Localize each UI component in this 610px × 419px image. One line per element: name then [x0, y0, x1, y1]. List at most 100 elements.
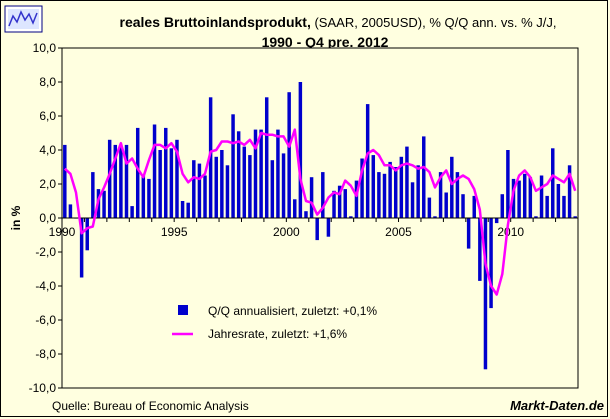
bar-qq [551, 148, 555, 218]
x-tick-label: 1995 [161, 225, 188, 239]
legend-bar-label: Q/Q annualisiert, zuletzt: +0,1% [208, 304, 377, 318]
bar-qq [281, 153, 286, 218]
bar-qq [416, 165, 420, 218]
bar-qq [349, 216, 353, 218]
bar-qq [192, 160, 196, 218]
bar-qq [264, 97, 269, 218]
bar-qq [214, 156, 218, 218]
bar-qq [180, 201, 185, 218]
bar-qq [489, 218, 493, 309]
bar-qq [309, 177, 314, 218]
bar-qq [332, 190, 336, 218]
bar-qq [528, 177, 533, 218]
bar-qq [152, 124, 157, 218]
bar-qq [63, 144, 67, 218]
bar-qq [293, 199, 297, 218]
bar-qq [377, 172, 381, 218]
bar-qq [405, 146, 409, 218]
bar-qq [433, 216, 437, 218]
chart-subtitle: 1990 - Q4 pre. 2012 [262, 34, 389, 50]
bar-qq [455, 172, 460, 218]
bar-qq [197, 163, 202, 218]
bar-qq [208, 97, 213, 218]
brand-label: Markt-Daten.de [510, 398, 604, 413]
bar-qq [85, 218, 89, 251]
bar-qq [360, 158, 364, 218]
bar-qq [444, 192, 448, 218]
bar-qq [315, 218, 319, 241]
bar-qq [343, 189, 347, 218]
bar-qq [231, 114, 235, 218]
bar-qq [236, 131, 241, 218]
x-tick-label: 2010 [497, 225, 524, 239]
bar-qq [107, 139, 112, 218]
bar-qq [466, 218, 471, 249]
bar-qq [371, 155, 376, 218]
bar-qq [304, 211, 308, 218]
y-axis: 10,0 8,0 6,0 4,0 2,0 0,0 -2,0 -4,0 -6,0 -8,0 -10,0 [29, 41, 62, 395]
bar-qq [450, 156, 454, 218]
bar-qq [422, 136, 426, 218]
bar-qq [242, 146, 247, 218]
bar-qq [203, 175, 207, 218]
bar-qq [68, 204, 73, 218]
bar-qq [365, 104, 370, 218]
bar-qq [164, 127, 168, 218]
legend-bar-swatch [178, 305, 188, 315]
bar-qq [225, 165, 230, 218]
bar-qq [79, 218, 84, 278]
bar-qq [517, 180, 521, 218]
bar-qq [522, 173, 527, 218]
line-series-jahresrate [63, 128, 577, 296]
bar-qq [259, 129, 263, 218]
y-axis-label: in % [9, 205, 23, 230]
legend: Q/Q annualisiert, zuletzt: +0,1% Jahresr… [172, 304, 377, 341]
bar-qq [287, 92, 291, 218]
bar-qq [534, 216, 538, 218]
bar-qq [169, 148, 174, 218]
y-tick-label: 6,0 [39, 109, 56, 123]
bar-qq [461, 194, 465, 218]
bar-qq [298, 82, 303, 218]
y-tick-label: 4,0 [39, 143, 56, 157]
y-tick-label: 0,0 [39, 211, 56, 225]
x-tick-label: 2005 [385, 225, 412, 239]
bar-qq [270, 160, 275, 218]
y-tick-label: 2,0 [39, 177, 56, 191]
bar-qq [119, 146, 123, 218]
bar-qq [175, 139, 179, 218]
logo-icon [4, 5, 43, 33]
bar-qq [388, 161, 392, 218]
bar-qq [399, 156, 404, 218]
bar-qq [186, 202, 190, 218]
y-tick-label: -2,0 [35, 245, 56, 259]
bar-qq [393, 167, 398, 218]
bar-qq [276, 129, 280, 218]
bar-series [63, 82, 577, 370]
y-tick-label: 10,0 [33, 41, 57, 55]
bar-qq [382, 173, 387, 218]
bar-qq [438, 172, 443, 218]
y-tick-label: 8,0 [39, 75, 56, 89]
bar-qq [147, 178, 151, 218]
bar-qq [562, 195, 566, 218]
bar-qq [483, 218, 488, 370]
source-note: Quelle: Bureau of Economic Analysis [52, 399, 249, 413]
bar-qq [253, 129, 258, 218]
bar-qq [337, 185, 342, 218]
x-tick-label: 1990 [49, 225, 76, 239]
bar-qq [472, 195, 476, 218]
x-tick-label: 2000 [273, 225, 300, 239]
bar-qq [506, 150, 510, 218]
bar-qq [556, 184, 561, 218]
bar-qq [113, 144, 118, 218]
bar-qq [124, 144, 129, 218]
bar-qq [321, 172, 325, 218]
bar-qq [326, 218, 331, 237]
x-axis: 1990 1995 2000 2005 2010 [49, 218, 579, 239]
bar-qq [354, 180, 359, 218]
y-tick-label: -8,0 [35, 347, 56, 361]
bar-qq [500, 194, 505, 218]
bar-qq [427, 197, 432, 218]
